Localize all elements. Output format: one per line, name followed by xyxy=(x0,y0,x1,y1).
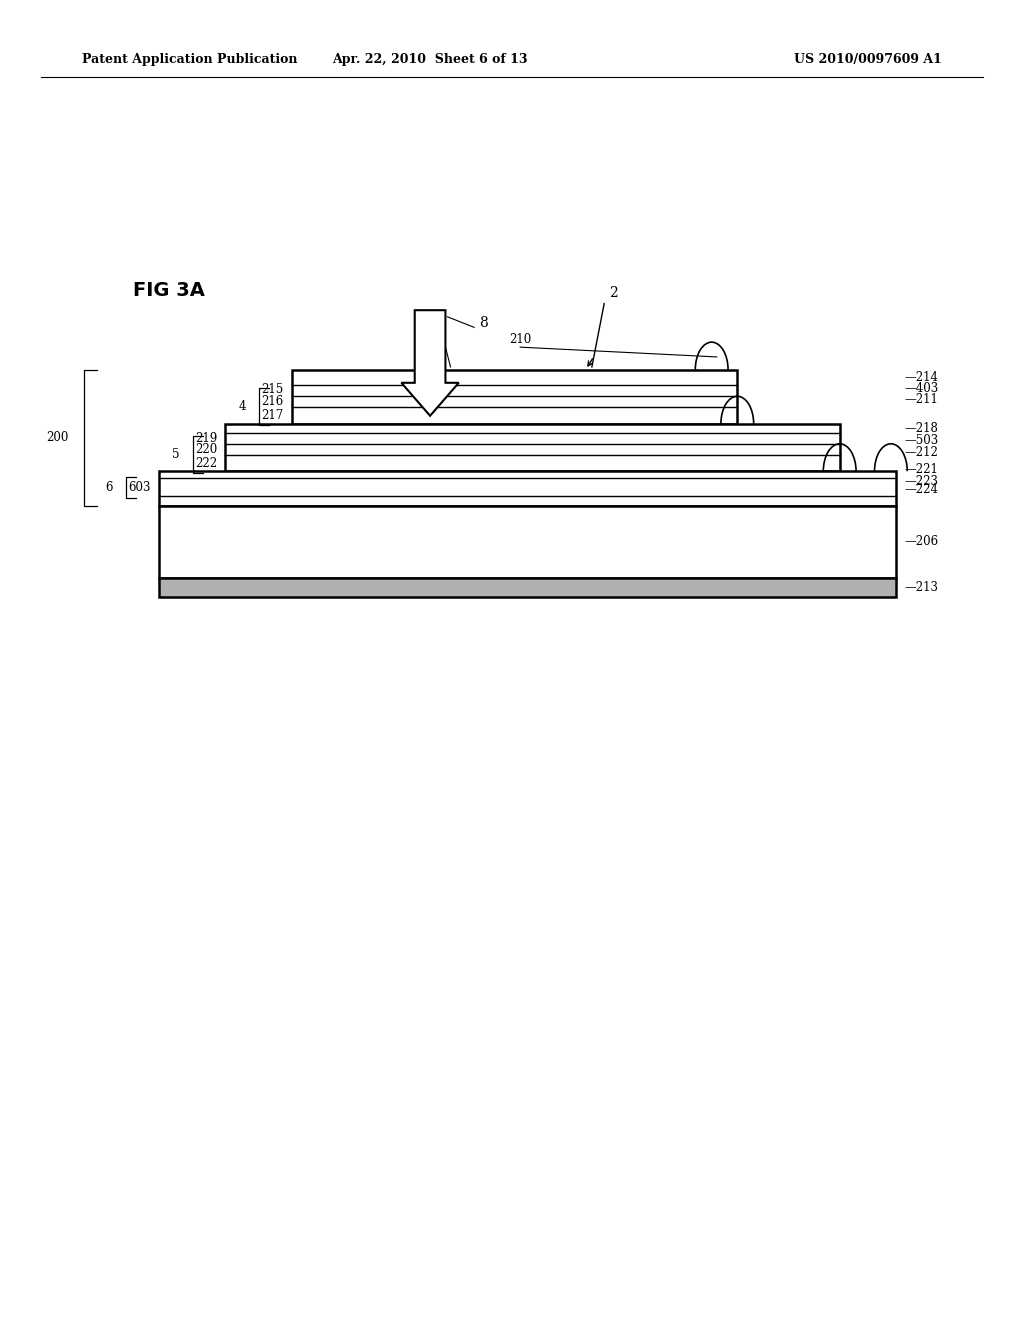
Text: —206: —206 xyxy=(904,536,938,548)
Text: —224: —224 xyxy=(904,483,938,496)
Text: 200: 200 xyxy=(46,432,69,444)
Bar xyxy=(225,424,840,471)
Text: 220: 220 xyxy=(195,444,217,455)
Text: —223: —223 xyxy=(904,475,938,487)
Text: 217: 217 xyxy=(261,409,284,421)
Bar xyxy=(159,506,896,578)
Bar xyxy=(159,578,896,597)
Text: 210: 210 xyxy=(509,333,531,346)
Text: Apr. 22, 2010  Sheet 6 of 13: Apr. 22, 2010 Sheet 6 of 13 xyxy=(333,53,527,66)
Text: 219: 219 xyxy=(195,432,217,445)
Text: 222: 222 xyxy=(195,457,217,470)
Bar xyxy=(292,370,737,424)
Text: —503: —503 xyxy=(904,434,938,446)
Text: Patent Application Publication: Patent Application Publication xyxy=(82,53,297,66)
Polygon shape xyxy=(401,310,459,416)
Text: —212: —212 xyxy=(904,446,938,458)
Text: —403: —403 xyxy=(904,381,938,395)
Text: 215: 215 xyxy=(261,383,284,396)
Text: 216: 216 xyxy=(261,395,284,408)
Text: —214: —214 xyxy=(904,371,938,384)
Text: FIG 3A: FIG 3A xyxy=(133,281,205,300)
Text: 603: 603 xyxy=(128,480,151,494)
Text: —221: —221 xyxy=(904,463,938,475)
Text: —218: —218 xyxy=(904,422,938,434)
Text: 4: 4 xyxy=(239,400,246,413)
Bar xyxy=(159,471,896,506)
Text: 2: 2 xyxy=(609,286,618,300)
Text: 6: 6 xyxy=(105,480,113,494)
Text: 8: 8 xyxy=(479,317,488,330)
Text: —211: —211 xyxy=(904,393,938,407)
Text: 202: 202 xyxy=(424,333,446,346)
Text: 5: 5 xyxy=(172,447,179,461)
Text: —213: —213 xyxy=(904,581,938,594)
Text: US 2010/0097609 A1: US 2010/0097609 A1 xyxy=(795,53,942,66)
